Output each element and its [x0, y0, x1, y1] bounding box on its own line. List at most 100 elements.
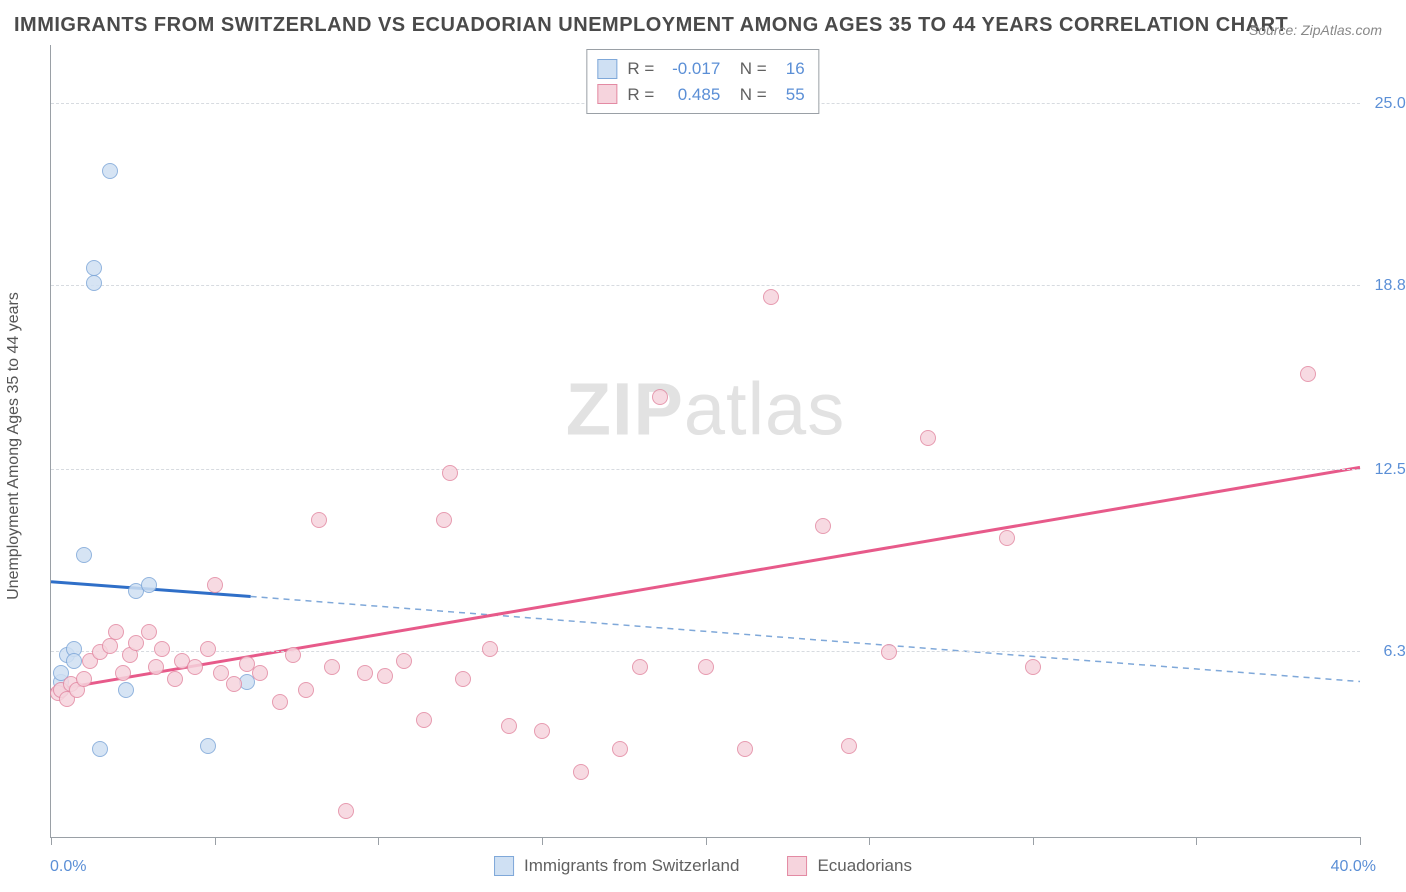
bottom-legend: Immigrants from Switzerland Ecuadorians	[494, 856, 912, 876]
data-point	[200, 738, 216, 754]
data-point	[881, 644, 897, 660]
data-point	[311, 512, 327, 528]
stats-legend-box: R = -0.017 N = 16R = 0.485 N = 55	[586, 49, 819, 114]
x-tick	[869, 837, 870, 845]
data-point	[652, 389, 668, 405]
data-point	[436, 512, 452, 528]
data-point	[338, 803, 354, 819]
legend-label: Immigrants from Switzerland	[524, 856, 739, 876]
legend-swatch	[597, 84, 617, 104]
data-point	[148, 659, 164, 675]
stats-row: R = 0.485 N = 55	[597, 82, 804, 108]
data-point	[86, 275, 102, 291]
stats-row: R = -0.017 N = 16	[597, 56, 804, 82]
watermark-zip: ZIP	[566, 368, 684, 451]
trend-lines-layer	[51, 45, 1360, 837]
data-point	[442, 465, 458, 481]
y-axis-label: Unemployment Among Ages 35 to 44 years	[5, 292, 23, 600]
legend-label: Ecuadorians	[817, 856, 912, 876]
y-tick-label: 25.0%	[1364, 95, 1406, 113]
data-point	[1300, 366, 1316, 382]
data-point	[167, 671, 183, 687]
data-point	[187, 659, 203, 675]
data-point	[128, 635, 144, 651]
stat-r-value: -0.017	[664, 56, 720, 82]
data-point	[920, 430, 936, 446]
legend-item: Immigrants from Switzerland	[494, 856, 739, 876]
data-point	[632, 659, 648, 675]
y-tick-label: 6.3%	[1364, 643, 1406, 661]
data-point	[501, 718, 517, 734]
data-point	[455, 671, 471, 687]
data-point	[102, 638, 118, 654]
data-point	[357, 665, 373, 681]
data-point	[108, 624, 124, 640]
x-tick	[1360, 837, 1361, 845]
watermark-atlas: atlas	[684, 368, 845, 451]
legend-swatch	[494, 856, 514, 876]
data-point	[815, 518, 831, 534]
x-tick	[51, 837, 52, 845]
data-point	[141, 577, 157, 593]
data-point	[698, 659, 714, 675]
data-point	[86, 260, 102, 276]
data-point	[207, 577, 223, 593]
stat-n-label: N =	[730, 56, 766, 82]
data-point	[396, 653, 412, 669]
data-point	[999, 530, 1015, 546]
data-point	[737, 741, 753, 757]
y-tick-label: 18.8%	[1364, 277, 1406, 295]
trend-line	[251, 596, 1360, 681]
data-point	[272, 694, 288, 710]
chart-title: IMMIGRANTS FROM SWITZERLAND VS ECUADORIA…	[14, 14, 1288, 37]
data-point	[377, 668, 393, 684]
data-point	[92, 741, 108, 757]
stat-n-value: 16	[777, 56, 805, 82]
x-tick	[706, 837, 707, 845]
x-tick	[1033, 837, 1034, 845]
x-tick	[215, 837, 216, 845]
data-point	[573, 764, 589, 780]
data-point	[76, 547, 92, 563]
data-point	[763, 289, 779, 305]
legend-item: Ecuadorians	[787, 856, 912, 876]
data-point	[226, 676, 242, 692]
x-tick	[1196, 837, 1197, 845]
data-point	[200, 641, 216, 657]
stat-r-label: R =	[627, 56, 654, 82]
stat-n-value: 55	[777, 82, 805, 108]
legend-swatch	[597, 59, 617, 79]
data-point	[285, 647, 301, 663]
source-attribution: Source: ZipAtlas.com	[1249, 22, 1382, 38]
data-point	[324, 659, 340, 675]
data-point	[154, 641, 170, 657]
data-point	[76, 671, 92, 687]
stat-r-label: R =	[627, 82, 654, 108]
data-point	[115, 665, 131, 681]
scatter-plot-area: ZIPatlas 6.3%12.5%18.8%25.0%	[50, 45, 1360, 838]
data-point	[482, 641, 498, 657]
data-point	[66, 653, 82, 669]
legend-swatch	[787, 856, 807, 876]
data-point	[841, 738, 857, 754]
x-tick	[378, 837, 379, 845]
gridline	[51, 469, 1360, 470]
watermark: ZIPatlas	[566, 367, 845, 452]
stat-n-label: N =	[730, 82, 766, 108]
y-tick-label: 12.5%	[1364, 461, 1406, 479]
data-point	[612, 741, 628, 757]
x-axis-min-label: 0.0%	[50, 858, 86, 876]
gridline	[51, 651, 1360, 652]
x-tick	[542, 837, 543, 845]
gridline	[51, 285, 1360, 286]
stat-r-value: 0.485	[664, 82, 720, 108]
data-point	[298, 682, 314, 698]
data-point	[1025, 659, 1041, 675]
data-point	[102, 163, 118, 179]
data-point	[118, 682, 134, 698]
data-point	[141, 624, 157, 640]
x-axis-max-label: 40.0%	[1331, 858, 1376, 876]
data-point	[416, 712, 432, 728]
data-point	[534, 723, 550, 739]
data-point	[252, 665, 268, 681]
